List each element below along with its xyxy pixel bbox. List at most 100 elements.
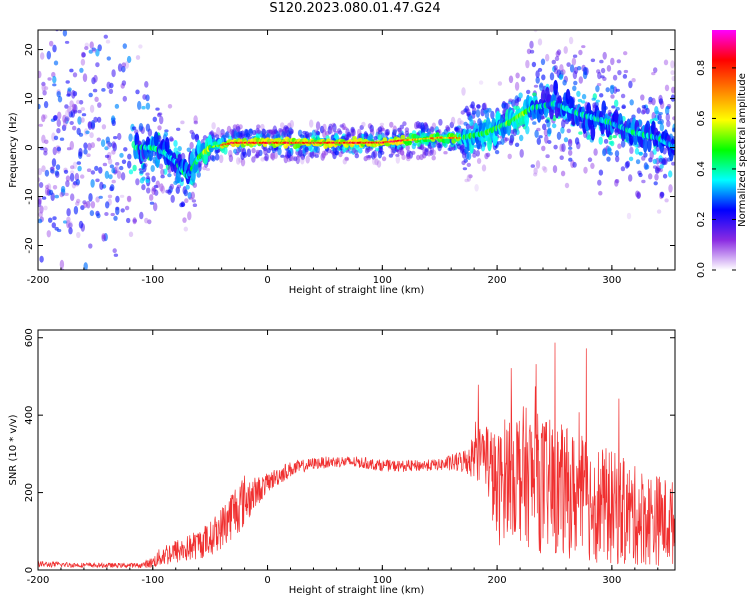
spectrogram-cell bbox=[232, 124, 238, 131]
spectrogram-cell bbox=[670, 70, 675, 76]
spectrogram-cell bbox=[216, 126, 221, 136]
spectrogram-ridge-cell bbox=[444, 138, 450, 144]
spectrogram-cell bbox=[88, 49, 94, 54]
spectrogram-cell bbox=[65, 109, 70, 119]
spectrogram-cell bbox=[88, 243, 93, 249]
spectrogram-cell bbox=[533, 167, 538, 175]
spectrogram-cell bbox=[615, 155, 620, 163]
spectrogram-cell bbox=[156, 112, 162, 118]
spectrogram-ridge-cell bbox=[400, 134, 406, 140]
spectrogram-cell bbox=[41, 83, 46, 92]
spectrogram-cell bbox=[167, 104, 173, 109]
spectrogram-cell bbox=[58, 22, 62, 29]
spectrogram-cell bbox=[266, 129, 271, 134]
snr-frame bbox=[37, 329, 676, 571]
spectrogram-cell bbox=[90, 201, 96, 209]
spectrogram-cell bbox=[83, 21, 87, 28]
spectrogram-cell bbox=[39, 205, 44, 214]
spectrogram-cell bbox=[535, 76, 540, 84]
spectrogram-cell bbox=[135, 178, 140, 186]
spectrogram-cell bbox=[117, 132, 122, 141]
spectrogram-cell bbox=[38, 70, 42, 79]
snr-x-tick-label: 0 bbox=[264, 575, 270, 586]
spectrogram-cell bbox=[52, 146, 57, 156]
spectrogram-cell bbox=[146, 187, 151, 194]
spectrogram-cell bbox=[121, 65, 126, 73]
spectrogram-cell bbox=[415, 120, 421, 129]
spectrogram-cell bbox=[173, 180, 178, 185]
spectrogram-cell bbox=[80, 174, 85, 179]
spectrogram-cell bbox=[497, 141, 502, 145]
spectrogram-cell bbox=[392, 129, 397, 133]
spectrogram-cell bbox=[76, 127, 81, 135]
spectrogram-cell bbox=[612, 135, 617, 139]
spectrogram-cell bbox=[66, 216, 71, 223]
spectrogram-cell bbox=[361, 121, 366, 128]
spectrogram-cell bbox=[416, 154, 421, 161]
spectrogram-cell bbox=[40, 322, 44, 327]
spectrogram-cell bbox=[665, 113, 670, 122]
spectrogram-cell bbox=[536, 137, 541, 145]
spectrogram-cell bbox=[185, 184, 190, 190]
spectrogram-cell bbox=[44, 139, 49, 145]
spectrogram-cell bbox=[377, 126, 383, 132]
spectrogram-x-axis-label: Height of straight line (km) bbox=[289, 285, 425, 296]
spectrogram-cell bbox=[145, 172, 150, 176]
spectrogram-cell bbox=[426, 150, 432, 157]
spectrogram-cell bbox=[289, 120, 294, 129]
spectrogram-cell bbox=[72, 72, 78, 78]
spectrogram-cell bbox=[236, 157, 241, 165]
spectrogram-cell bbox=[597, 71, 602, 80]
spectrogram-cell bbox=[534, 129, 539, 138]
spectrogram-cell bbox=[671, 161, 675, 166]
spectrogram-cell bbox=[469, 125, 475, 130]
spectrogram-cell bbox=[652, 165, 658, 169]
spectrogram-cell bbox=[141, 105, 146, 110]
spectrogram-cell bbox=[83, 262, 88, 270]
spectrogram-cell bbox=[46, 230, 51, 238]
spectrogram-cell bbox=[128, 133, 133, 142]
spectrogram-cell bbox=[192, 203, 198, 207]
spectrogram-cell bbox=[464, 178, 469, 183]
spectrogram-cell bbox=[484, 152, 489, 160]
spectrogram-cell bbox=[71, 103, 77, 112]
spectrogram-cell bbox=[115, 206, 120, 216]
spectrogram-cell bbox=[43, 147, 48, 153]
spectrogram-cell bbox=[121, 62, 127, 68]
spectrogram-cell bbox=[545, 154, 550, 159]
spectrogram-cell bbox=[278, 127, 283, 133]
spectrogram-cell bbox=[671, 127, 675, 133]
spectrogram-cell bbox=[65, 180, 70, 188]
spectrogram-cell bbox=[122, 43, 128, 49]
snr-y-axis-label: SNR (10 * v/v) bbox=[8, 414, 19, 485]
spectrogram-cell bbox=[395, 155, 400, 164]
spectrogram-cell bbox=[350, 128, 355, 137]
spectrogram-cell bbox=[664, 84, 670, 92]
spectrogram-cell bbox=[163, 131, 169, 137]
spectrogram-cell bbox=[554, 56, 560, 62]
spectrogram-cell bbox=[668, 184, 673, 193]
spectrogram-cell bbox=[260, 157, 265, 162]
spectrogram-ridge-cell bbox=[164, 137, 170, 153]
spectrogram-cell bbox=[485, 152, 491, 158]
spectrogram-cell bbox=[578, 76, 583, 84]
spectrogram-cell bbox=[659, 191, 665, 198]
spectrogram-cell bbox=[475, 109, 481, 118]
spectrogram-cell bbox=[41, 134, 46, 144]
spectrogram-cell bbox=[474, 184, 479, 192]
spectrogram-cell bbox=[379, 122, 385, 127]
spectrogram-cell bbox=[663, 59, 669, 66]
spectrogram-cell bbox=[160, 185, 166, 194]
spectrogram-cell bbox=[141, 184, 146, 191]
spectrogram-cell bbox=[344, 157, 349, 162]
spectrogram-cell bbox=[526, 89, 531, 95]
spectrogram-cell bbox=[658, 157, 664, 164]
spectrogram-cell bbox=[558, 74, 564, 81]
spectrogram-cell bbox=[73, 104, 78, 113]
spectrogram-cell bbox=[466, 174, 472, 182]
spectrogram-y-tick-label: -20 bbox=[24, 237, 35, 253]
spectrogram-cell bbox=[581, 93, 587, 100]
spectrogram-cell bbox=[480, 108, 485, 117]
spectrogram-cell bbox=[532, 121, 537, 125]
spectrogram-cell bbox=[634, 147, 640, 155]
